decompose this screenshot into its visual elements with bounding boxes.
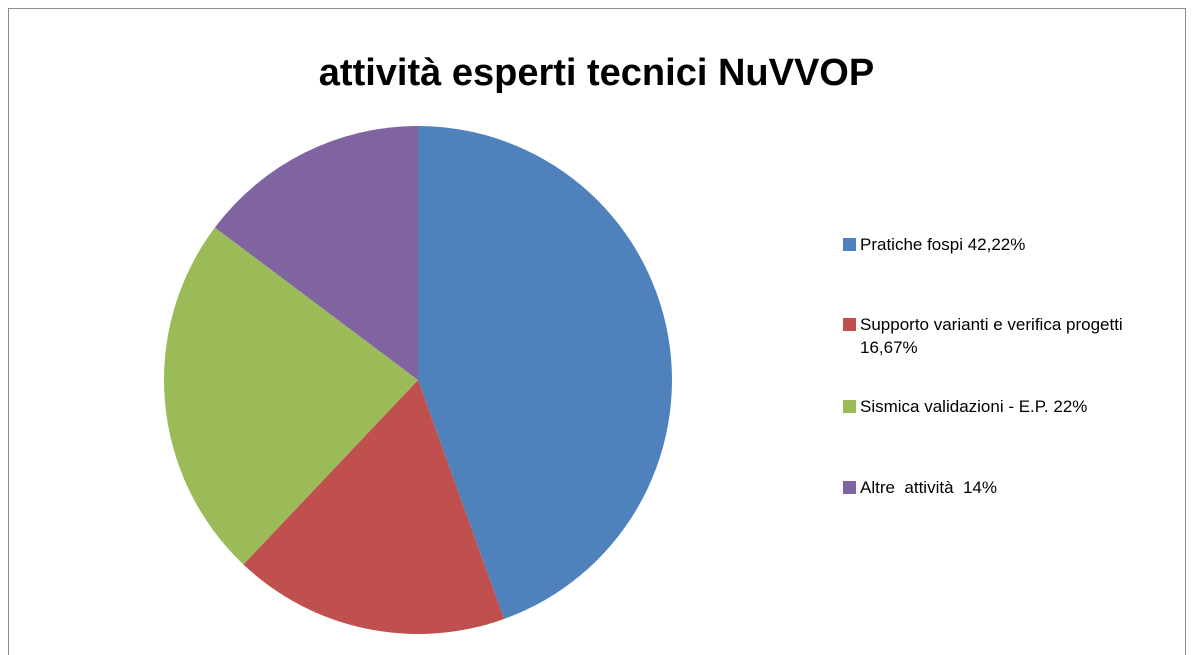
legend-swatch <box>843 318 856 331</box>
legend-label: Pratiche fospi 42,22% <box>860 235 1026 254</box>
chart-border <box>8 8 1186 655</box>
legend-swatch <box>843 238 856 251</box>
legend-label: Supporto varianti e verifica progetti 16… <box>860 315 1128 357</box>
pie-slice <box>164 227 418 565</box>
pie-slice <box>214 126 418 380</box>
legend-swatch <box>843 400 856 413</box>
chart-title: attività esperti tecnici NuVVOP <box>318 52 875 94</box>
pie-slice <box>243 380 505 635</box>
legend-label: Sismica validazioni - E.P. 22% <box>860 397 1088 416</box>
pie-slice <box>418 126 672 619</box>
legend-label: Altre attività 14% <box>860 478 998 497</box>
legend-swatch <box>843 481 856 494</box>
